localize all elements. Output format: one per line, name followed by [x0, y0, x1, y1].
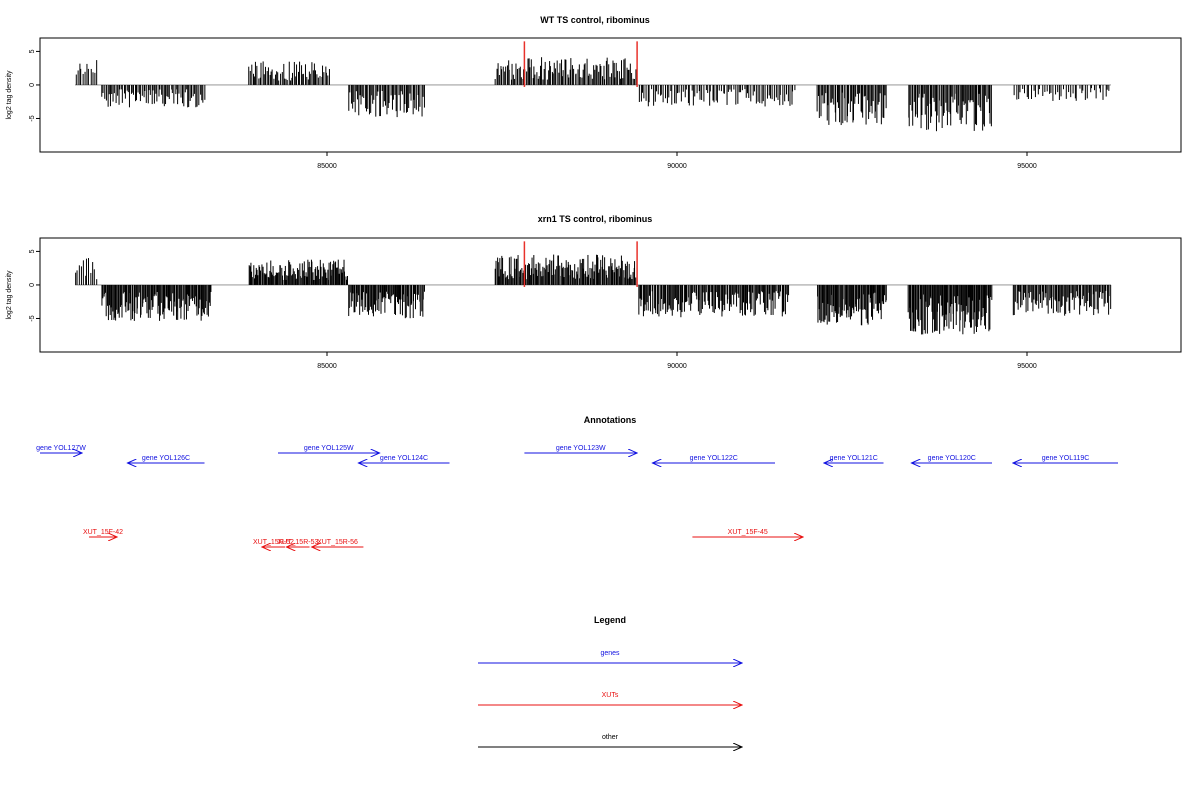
- gene-label: gene YOL121C: [830, 455, 878, 462]
- wt-panel: WT TS control, ribominus log2 tag densit…: [6, 15, 1182, 170]
- gene-label: gene YOL124C: [380, 455, 428, 462]
- y-tick-label: 5: [29, 249, 36, 253]
- xut-label: XUT_15R-53: [278, 539, 319, 546]
- x-tick-label: 95000: [1017, 163, 1037, 170]
- xrn1-panel-title: xrn1 TS control, ribominus: [538, 214, 653, 224]
- legend-title: Legend: [594, 615, 626, 625]
- wt-panel-ylabel: log2 tag density: [6, 70, 13, 120]
- x-tick-label: 85000: [317, 363, 337, 370]
- y-tick-label: -5: [29, 115, 36, 121]
- x-tick-label: 85000: [317, 163, 337, 170]
- xrn1-plot-frame: [39, 237, 1182, 353]
- wt-bars: [75, 41, 1111, 132]
- gene-label: gene YOL119C: [1042, 455, 1090, 462]
- gene-label: gene YOL122C: [690, 455, 738, 462]
- legend-genes-label: genes: [600, 650, 620, 657]
- wt-axes: 5 0 -5 85000 90000 95000: [29, 49, 1037, 170]
- xut-label: XUT_15R-56: [317, 539, 358, 546]
- gene-label: gene YOL123W: [556, 445, 606, 452]
- legend: Legend genes XUTs other: [478, 615, 742, 747]
- x-tick-label: 90000: [667, 163, 687, 170]
- x-tick-label: 90000: [667, 363, 687, 370]
- legend-xuts-label: XUTs: [602, 692, 619, 699]
- xrn1-axes: 5 0 -5 85000 90000 95000: [29, 249, 1037, 370]
- x-tick-label: 95000: [1017, 363, 1037, 370]
- xrn1-panel-ylabel: log2 tag density: [6, 270, 13, 320]
- gene-label: gene YOL126C: [142, 455, 190, 462]
- y-tick-label: 0: [29, 283, 36, 287]
- gene-label: gene YOL127W: [36, 445, 86, 452]
- wt-panel-title: WT TS control, ribominus: [540, 15, 650, 25]
- annotation-tracks: gene YOL127W gene YOL126C gene YOL125W gene…: [36, 445, 1118, 547]
- legend-other-label: other: [602, 734, 619, 741]
- xut-label: XUT_15R-52: [253, 539, 294, 546]
- xut-label: XUT_15F-45: [728, 529, 768, 536]
- annotations-title: Annotations: [584, 415, 637, 425]
- gene-label: gene YOL120C: [928, 455, 976, 462]
- legend-items: genes XUTs other: [478, 650, 742, 747]
- y-tick-label: -5: [29, 315, 36, 321]
- wt-plot-frame: [39, 37, 1182, 153]
- y-tick-label: 0: [29, 83, 36, 87]
- xut-label: XUT_15F-42: [83, 529, 123, 536]
- gene-label: gene YOL125W: [304, 445, 354, 452]
- y-tick-label: 5: [29, 49, 36, 53]
- xrn1-panel: xrn1 TS control, ribominus log2 tag dens…: [6, 214, 1182, 370]
- xrn1-bars: [75, 241, 1112, 335]
